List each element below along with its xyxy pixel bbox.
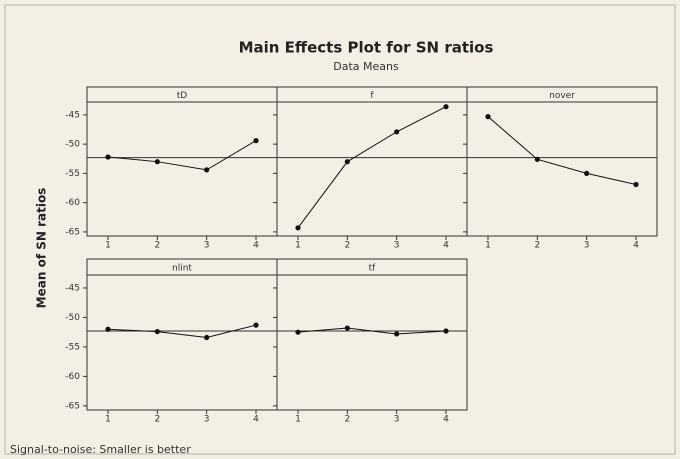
x-tick-label: 1 — [105, 241, 111, 251]
panel — [86, 86, 278, 237]
data-point — [105, 326, 111, 332]
data-point — [394, 129, 400, 135]
y-tick-label: -55 — [65, 342, 80, 352]
x-tick-label: 4 — [253, 241, 259, 251]
y-tick-label: -50 — [65, 140, 80, 150]
data-point — [344, 325, 350, 331]
y-tick-label: -65 — [65, 227, 80, 237]
data-point — [394, 331, 400, 337]
panel — [276, 258, 468, 411]
y-tick-label: -55 — [65, 169, 80, 179]
x-tick-label: 1 — [485, 241, 491, 251]
x-tick-label: 2 — [344, 241, 350, 251]
panel-title: nlint — [172, 264, 192, 274]
panel-title: tf — [369, 264, 377, 274]
data-point — [344, 159, 350, 165]
data-point — [204, 334, 210, 341]
x-tick-label: 2 — [534, 241, 540, 251]
y-tick-label: -45 — [65, 110, 80, 120]
y-tick-label: -50 — [65, 313, 80, 323]
panel-title: f — [370, 91, 374, 101]
x-tick-label: 3 — [204, 241, 210, 251]
data-line — [107, 324, 257, 338]
x-tick-label: 4 — [443, 415, 449, 425]
data-point — [295, 225, 301, 231]
data-line — [297, 106, 447, 229]
data-point — [443, 328, 449, 334]
data-line — [297, 327, 447, 335]
data-point — [253, 138, 259, 144]
data-point — [534, 156, 540, 162]
x-tick-label: 3 — [394, 241, 400, 251]
x-tick-label: 2 — [344, 415, 350, 425]
data-point — [204, 167, 210, 173]
chart-title: Main Effects Plot for SN ratios — [239, 39, 494, 57]
x-tick-label: 4 — [633, 241, 639, 251]
data-point — [584, 170, 590, 176]
data-point — [443, 104, 449, 110]
footnote: Signal-to-noise: Smaller is better — [10, 443, 191, 456]
x-tick-label: 1 — [295, 241, 301, 251]
panel-title: tD — [177, 91, 188, 101]
x-tick-label: 4 — [443, 241, 449, 251]
x-tick-label: 2 — [154, 241, 160, 251]
y-axis-label: Mean of SN ratios — [35, 188, 49, 309]
panel — [276, 86, 468, 237]
chart-subtitle: Data Means — [333, 60, 399, 73]
y-tick-label: -60 — [65, 198, 80, 208]
y-tick-label: -65 — [65, 401, 80, 411]
panel-title: nover — [549, 91, 575, 101]
x-tick-label: 1 — [105, 415, 111, 425]
x-tick-label: 3 — [204, 415, 210, 425]
data-point — [633, 181, 639, 188]
data-point — [154, 159, 160, 165]
y-tick-label: -45 — [65, 283, 80, 293]
panel — [466, 86, 658, 237]
x-tick-label: 2 — [154, 415, 160, 425]
x-tick-label: 4 — [253, 415, 259, 425]
data-line — [487, 116, 637, 185]
data-point — [295, 329, 301, 335]
y-tick-label: -60 — [65, 372, 80, 382]
x-tick-label: 1 — [295, 415, 301, 425]
data-point — [105, 154, 111, 160]
data-line — [107, 140, 257, 171]
data-point — [154, 328, 160, 335]
data-point — [485, 114, 491, 120]
x-tick-label: 3 — [584, 241, 590, 251]
data-point — [253, 322, 259, 328]
x-tick-label: 3 — [394, 415, 400, 425]
